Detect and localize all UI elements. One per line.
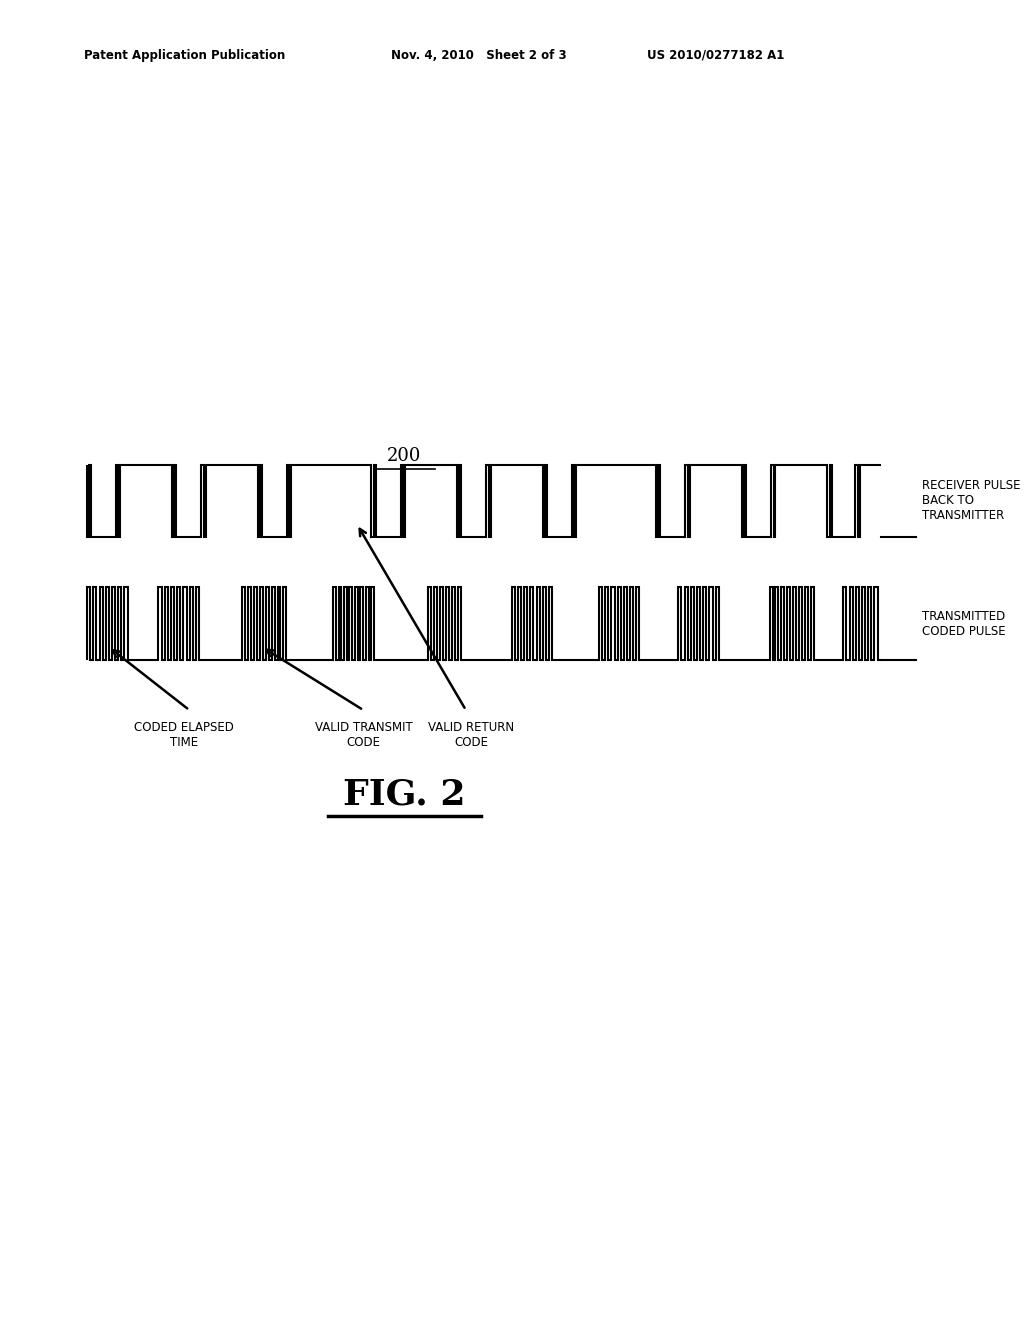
Text: Nov. 4, 2010   Sheet 2 of 3: Nov. 4, 2010 Sheet 2 of 3 xyxy=(391,49,567,62)
Text: VALID RETURN
CODE: VALID RETURN CODE xyxy=(428,721,514,748)
Text: Patent Application Publication: Patent Application Publication xyxy=(84,49,286,62)
Text: RECEIVER PULSE
BACK TO
TRANSMITTER: RECEIVER PULSE BACK TO TRANSMITTER xyxy=(922,479,1020,523)
Text: CODED ELAPSED
TIME: CODED ELAPSED TIME xyxy=(134,721,234,748)
Text: 200: 200 xyxy=(387,446,422,465)
Text: TRANSMITTED
CODED PULSE: TRANSMITTED CODED PULSE xyxy=(922,610,1006,638)
Text: VALID TRANSMIT
CODE: VALID TRANSMIT CODE xyxy=(314,721,413,748)
Text: FIG. 2: FIG. 2 xyxy=(343,777,466,812)
Text: US 2010/0277182 A1: US 2010/0277182 A1 xyxy=(647,49,784,62)
